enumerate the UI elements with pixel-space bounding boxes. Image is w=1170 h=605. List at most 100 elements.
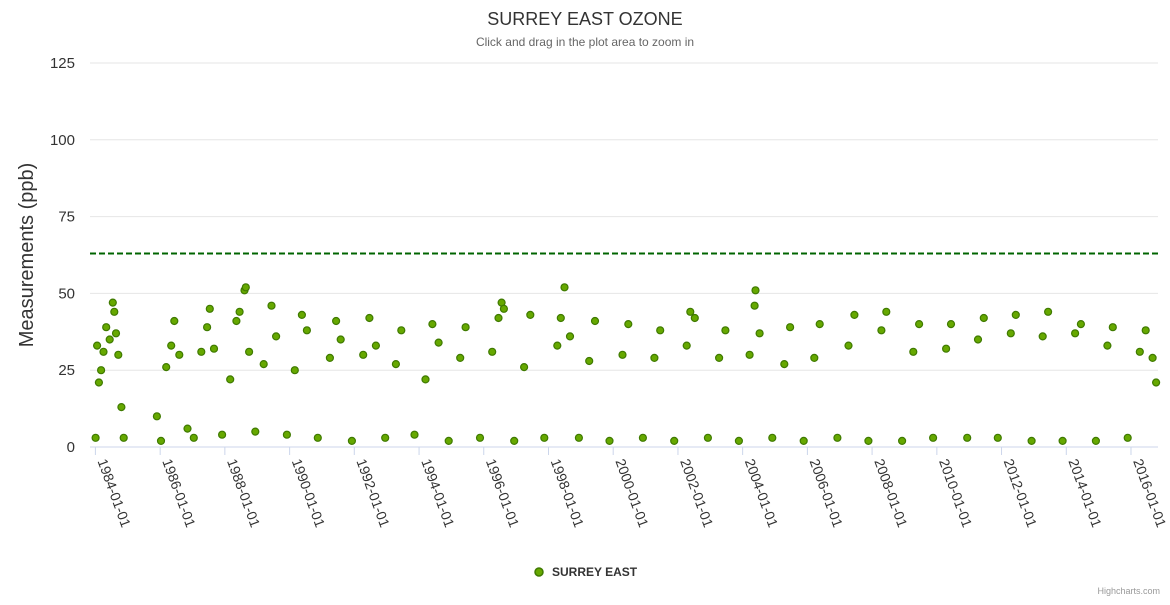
data-point[interactable] (941, 344, 951, 353)
data-point[interactable] (119, 433, 128, 442)
data-point[interactable] (381, 433, 390, 442)
data-point[interactable] (421, 375, 430, 384)
credits-link[interactable]: Highcharts.com (1097, 586, 1160, 596)
data-point[interactable] (336, 335, 345, 344)
data-point[interactable] (232, 316, 241, 326)
data-point[interactable] (909, 347, 918, 356)
data-point[interactable] (99, 347, 108, 356)
data-point[interactable] (510, 436, 519, 445)
data-point[interactable] (810, 353, 819, 362)
data-point[interactable] (1123, 433, 1132, 442)
data-point[interactable] (203, 323, 212, 332)
data-point[interactable] (290, 366, 299, 375)
data-point[interactable] (1058, 436, 1067, 445)
data-point[interactable] (690, 313, 699, 323)
data-point[interactable] (197, 347, 206, 356)
data-point[interactable] (91, 433, 100, 442)
data-point[interactable] (499, 304, 508, 313)
data-point[interactable] (650, 353, 659, 362)
data-point[interactable] (670, 436, 679, 445)
data-point[interactable] (92, 341, 102, 350)
data-point[interactable] (799, 436, 808, 445)
data-point[interactable] (682, 341, 691, 350)
data-point[interactable] (979, 313, 988, 323)
data-point[interactable] (428, 320, 437, 329)
data-point[interactable] (434, 338, 443, 347)
data-point[interactable] (1070, 329, 1080, 338)
data-point[interactable] (565, 332, 575, 341)
data-point[interactable] (585, 356, 594, 366)
plot-area[interactable] (90, 252, 1161, 445)
data-point[interactable] (302, 326, 311, 335)
data-point[interactable] (235, 307, 244, 316)
data-point[interactable] (162, 363, 171, 372)
data-point[interactable] (833, 433, 842, 442)
data-point[interactable] (993, 433, 1002, 442)
data-point[interactable] (365, 313, 374, 323)
data-point[interactable] (780, 360, 789, 369)
data-point[interactable] (156, 436, 166, 445)
data-point[interactable] (108, 298, 117, 307)
data-point[interactable] (245, 347, 254, 356)
data-point[interactable] (183, 424, 192, 433)
data-point[interactable] (815, 320, 824, 329)
data-point[interactable] (397, 326, 406, 335)
data-point[interactable] (686, 307, 695, 316)
data-point[interactable] (1135, 347, 1144, 356)
data-point[interactable] (297, 310, 306, 319)
data-point[interactable] (152, 412, 161, 421)
data-point[interactable] (703, 433, 713, 442)
data-point[interactable] (540, 433, 549, 442)
data-point[interactable] (96, 366, 106, 375)
data-point[interactable] (1076, 320, 1086, 329)
data-point[interactable] (461, 323, 470, 332)
data-point[interactable] (167, 341, 176, 350)
data-point[interactable] (1151, 378, 1161, 387)
data-point[interactable] (973, 335, 983, 344)
data-point[interactable] (638, 433, 648, 442)
data-point[interactable] (226, 375, 235, 384)
data-point[interactable] (897, 436, 907, 445)
data-point[interactable] (209, 344, 219, 353)
data-point[interactable] (267, 301, 276, 310)
data-point[interactable] (1011, 310, 1020, 319)
data-point[interactable] (714, 353, 724, 362)
data-point[interactable] (241, 283, 250, 292)
data-point[interactable] (251, 427, 260, 436)
data-point[interactable] (590, 316, 600, 326)
data-point[interactable] (347, 436, 356, 445)
data-point[interactable] (751, 286, 760, 295)
data-point[interactable] (785, 323, 795, 332)
data-point[interactable] (114, 350, 123, 359)
data-point[interactable] (1027, 436, 1036, 445)
data-point[interactable] (768, 433, 777, 442)
data-point[interactable] (755, 329, 764, 338)
data-point[interactable] (110, 307, 119, 316)
data-point[interactable] (624, 320, 633, 329)
data-point[interactable] (1148, 353, 1157, 362)
data-point[interactable] (1091, 436, 1101, 445)
data-point[interactable] (656, 326, 665, 335)
data-point[interactable] (272, 332, 281, 341)
legend-label-surrey-east[interactable]: SURREY EAST (552, 565, 638, 579)
data-point[interactable] (850, 310, 859, 319)
data-point[interactable] (170, 316, 179, 326)
data-point[interactable] (111, 329, 121, 338)
data-point[interactable] (553, 341, 562, 350)
data-point[interactable] (456, 353, 465, 362)
legend-marker[interactable] (534, 567, 544, 577)
data-point[interactable] (844, 341, 853, 350)
data-point[interactable] (1103, 341, 1112, 350)
data-point[interactable] (332, 316, 341, 326)
data-point[interactable] (218, 430, 227, 439)
data-point[interactable] (721, 326, 730, 335)
data-point[interactable] (877, 326, 886, 335)
data-point[interactable] (1038, 332, 1047, 341)
data-point[interactable] (94, 378, 104, 387)
data-point[interactable] (745, 350, 754, 359)
legend[interactable]: SURREY EAST (534, 565, 638, 579)
data-point[interactable] (189, 433, 198, 442)
data-point[interactable] (914, 320, 924, 329)
